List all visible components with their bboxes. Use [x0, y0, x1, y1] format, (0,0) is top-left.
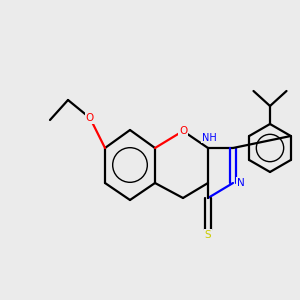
Text: S: S	[205, 230, 211, 239]
Text: N: N	[237, 178, 244, 188]
Text: NH: NH	[202, 133, 217, 142]
Text: O: O	[179, 126, 187, 136]
Text: O: O	[86, 113, 94, 123]
